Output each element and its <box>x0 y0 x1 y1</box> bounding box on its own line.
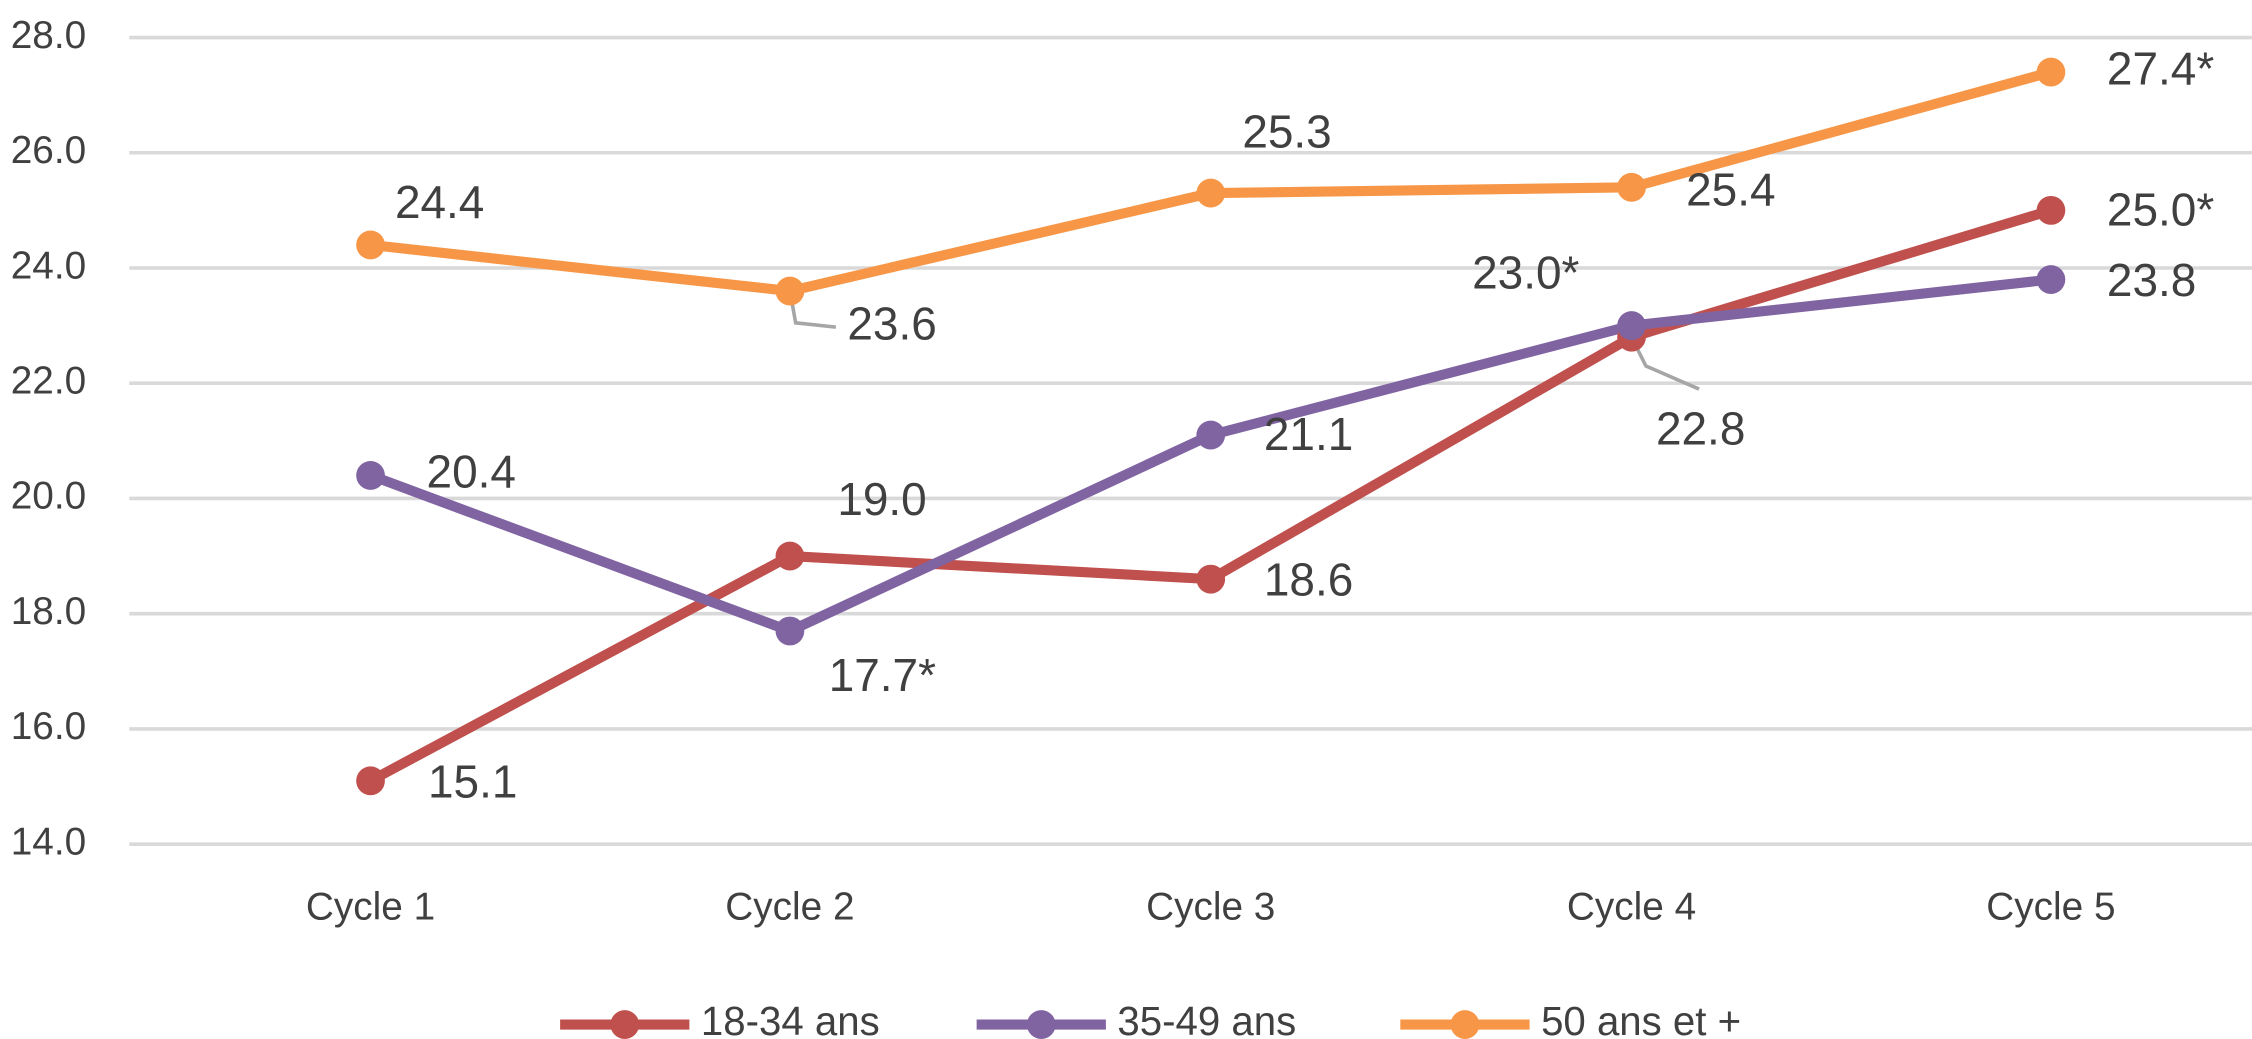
data-point <box>356 460 385 490</box>
data-point <box>1196 420 1226 450</box>
data-label: 23.6 <box>847 297 936 349</box>
data-label: 17.7* <box>829 649 936 701</box>
data-point <box>2036 195 2066 225</box>
data-label: 25.0* <box>2107 183 2214 235</box>
data-label: 21.1 <box>1264 408 1353 460</box>
data-point <box>775 616 805 646</box>
y-tick-label: 24.0 <box>11 244 86 287</box>
data-label: 27.4* <box>2107 42 2214 94</box>
data-label: 23.8 <box>2107 254 2196 306</box>
data-point <box>775 541 805 571</box>
x-tick-label: Cycle 3 <box>1146 885 1275 928</box>
legend-label: 35-49 ans <box>1117 999 1296 1039</box>
data-label: 23.0* <box>1472 247 1579 299</box>
data-label: 25.4 <box>1686 163 1775 215</box>
data-point <box>2036 57 2066 87</box>
y-tick-label: 14.0 <box>11 820 86 863</box>
legend-marker <box>1450 1010 1480 1039</box>
x-tick-label: Cycle 5 <box>1986 885 2115 928</box>
data-label: 20.4 <box>427 446 516 498</box>
data-point <box>775 276 805 306</box>
x-tick-label: Cycle 2 <box>725 885 854 928</box>
y-tick-label: 22.0 <box>11 359 86 402</box>
data-point <box>356 230 385 260</box>
legend-label: 50 ans et + <box>1541 999 1741 1039</box>
y-tick-label: 26.0 <box>11 129 86 172</box>
data-point <box>1196 564 1226 594</box>
y-tick-label: 28.0 <box>11 14 86 57</box>
data-point <box>356 766 385 796</box>
data-point <box>1196 178 1226 208</box>
data-label: 22.8 <box>1656 402 1745 454</box>
data-label: 18.6 <box>1264 554 1353 606</box>
data-label: 24.4 <box>395 176 484 228</box>
data-point <box>1617 172 1646 202</box>
y-tick-label: 18.0 <box>11 590 86 633</box>
data-label: 19.0 <box>837 473 926 525</box>
x-tick-label: Cycle 1 <box>306 885 435 928</box>
data-point <box>1617 311 1646 341</box>
data-point <box>2036 265 2066 294</box>
x-tick-label: Cycle 4 <box>1567 885 1696 928</box>
legend-label: 18-34 ans <box>701 999 880 1039</box>
series-line <box>365 205 2056 786</box>
legend-marker <box>1026 1010 1056 1039</box>
data-label: 25.3 <box>1242 105 1331 157</box>
y-tick-label: 16.0 <box>11 705 86 748</box>
data-label: 15.1 <box>428 755 517 807</box>
legend-marker <box>610 1010 640 1039</box>
y-tick-label: 20.0 <box>11 475 86 518</box>
